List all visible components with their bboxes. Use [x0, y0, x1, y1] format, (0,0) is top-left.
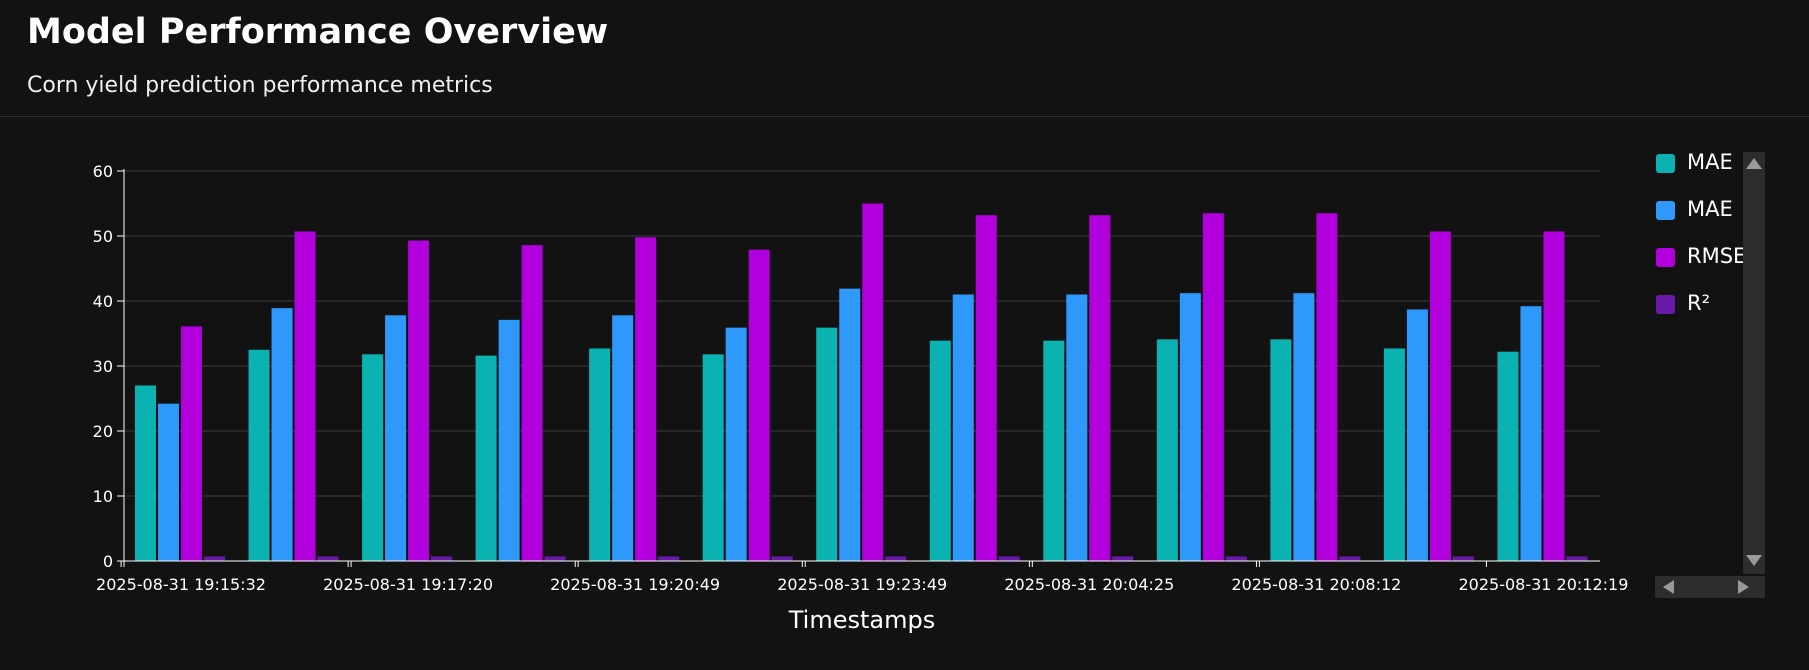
legend-label: RMSE	[1687, 244, 1747, 268]
y-tick-label: 20	[93, 422, 113, 441]
bar-1-2[interactable]	[248, 349, 270, 561]
bars	[135, 203, 1588, 562]
bar-1-7[interactable]	[816, 327, 838, 561]
bar-3-9[interactable]	[1089, 215, 1111, 561]
bar-2-7[interactable]	[839, 288, 861, 561]
bar-4-1[interactable]	[204, 556, 225, 561]
bar-4-4[interactable]	[544, 556, 566, 561]
grid-lines	[124, 170, 1600, 497]
bar-1-8[interactable]	[929, 340, 951, 561]
bar-4-2[interactable]	[317, 556, 339, 561]
bar-3-3[interactable]	[408, 240, 430, 562]
y-tick-label: 40	[93, 292, 113, 311]
x-tick-label: 2025-08-31 20:08:12	[1231, 575, 1401, 594]
bar-3-2[interactable]	[294, 231, 316, 561]
bar-4-13[interactable]	[1566, 556, 1588, 561]
legend-label: R²	[1687, 291, 1711, 315]
bar-4-12[interactable]	[1452, 556, 1474, 561]
legend-horizontal-scrollbar[interactable]	[1655, 576, 1765, 598]
bar-1-3[interactable]	[362, 354, 384, 561]
scroll-down-icon[interactable]	[1746, 555, 1762, 566]
bar-2-13[interactable]	[1520, 306, 1542, 561]
bar-2-6[interactable]	[725, 327, 747, 561]
bar-1-12[interactable]	[1383, 348, 1405, 561]
header: Model Performance Overview Corn yield pr…	[0, 0, 1809, 117]
bar-3-4[interactable]	[521, 245, 543, 561]
bar-2-10[interactable]	[1179, 293, 1201, 561]
bar-2-8[interactable]	[952, 294, 974, 562]
y-tick-label: 10	[93, 487, 113, 506]
legend-swatch	[1656, 295, 1675, 314]
x-tick-label: 2025-08-31 20:04:25	[1004, 575, 1174, 594]
bar-3-11[interactable]	[1316, 213, 1338, 561]
scroll-right-icon[interactable]	[1738, 580, 1749, 594]
bar-1-6[interactable]	[702, 354, 724, 561]
bar-3-10[interactable]	[1202, 213, 1224, 561]
x-axis-title: Timestamps	[788, 606, 935, 634]
bar-2-1[interactable]	[158, 403, 179, 561]
bar-1-13[interactable]	[1497, 351, 1519, 561]
bar-2-9[interactable]	[1066, 294, 1088, 562]
bar-4-11[interactable]	[1339, 556, 1361, 561]
y-tick-label: 0	[103, 552, 113, 571]
x-tick-label: 2025-08-31 19:20:49	[550, 575, 720, 594]
bar-2-12[interactable]	[1406, 309, 1428, 561]
page-title: Model Performance Overview	[27, 12, 609, 52]
axes: 0 10 20 30 40 50 60 2025-08-31 19:15:32 2025-08-…	[93, 162, 1629, 594]
legend-swatch	[1656, 201, 1675, 220]
bar-3-13[interactable]	[1543, 231, 1565, 561]
bar-1-5[interactable]	[589, 348, 611, 561]
bar-1-1[interactable]	[135, 385, 156, 562]
bar-4-10[interactable]	[1225, 556, 1247, 561]
x-tick-label: 2025-08-31 19:15:32	[96, 575, 266, 594]
bar-3-6[interactable]	[748, 249, 770, 561]
bar-2-3[interactable]	[385, 315, 407, 561]
y-tick-label: 30	[93, 357, 113, 376]
bar-2-2[interactable]	[271, 308, 293, 561]
bar-3-12[interactable]	[1429, 231, 1451, 561]
legend-vertical-scrollbar[interactable]	[1743, 152, 1765, 574]
bar-1-11[interactable]	[1270, 339, 1292, 561]
bar-1-9[interactable]	[1043, 340, 1065, 561]
bar-3-5[interactable]	[635, 237, 657, 562]
bar-4-3[interactable]	[431, 556, 453, 561]
bar-3-7[interactable]	[862, 203, 884, 562]
scroll-left-icon[interactable]	[1663, 580, 1674, 594]
bar-2-4[interactable]	[498, 319, 520, 561]
legend-swatch	[1656, 154, 1675, 173]
legend-swatch	[1656, 248, 1675, 267]
bar-1-10[interactable]	[1156, 339, 1178, 561]
bar-4-6[interactable]	[771, 556, 793, 561]
bar-2-11[interactable]	[1293, 293, 1315, 561]
bar-2-5[interactable]	[612, 315, 634, 561]
bar-4-5[interactable]	[658, 556, 680, 561]
bar-4-7[interactable]	[885, 556, 907, 561]
legend-label: MAE	[1687, 197, 1733, 221]
page-subtitle: Corn yield prediction performance metric…	[27, 73, 493, 98]
y-tick-label: 60	[93, 162, 113, 181]
x-tick-label: 2025-08-31 19:17:20	[323, 575, 493, 594]
x-tick-label: 2025-08-31 20:12:19	[1458, 575, 1628, 594]
bar-3-8[interactable]	[975, 215, 997, 561]
bar-4-8[interactable]	[998, 556, 1020, 561]
scroll-up-icon[interactable]	[1746, 158, 1762, 169]
x-tick-label: 2025-08-31 19:23:49	[777, 575, 947, 594]
y-tick-label: 50	[93, 227, 113, 246]
bar-1-4[interactable]	[475, 355, 497, 561]
bar-4-9[interactable]	[1112, 556, 1134, 561]
bar-3-1[interactable]	[181, 326, 202, 561]
legend-label: MAE	[1687, 150, 1733, 174]
